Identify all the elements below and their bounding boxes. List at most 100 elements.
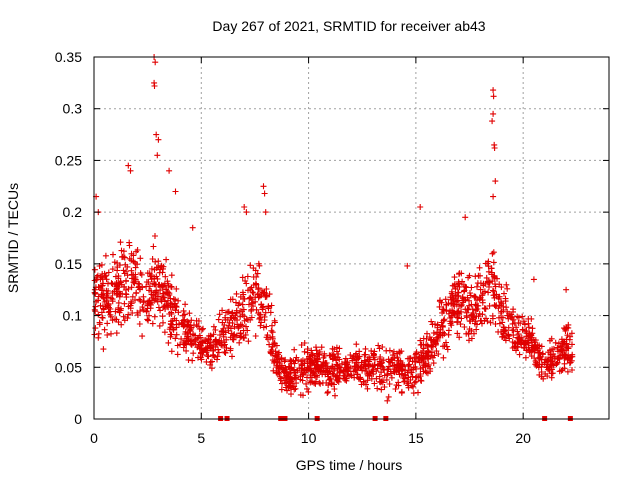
data-point <box>538 369 545 375</box>
data-point <box>519 326 526 333</box>
data-point <box>325 382 332 389</box>
data-point <box>429 354 436 361</box>
data-point <box>154 152 161 159</box>
data-point <box>548 358 555 365</box>
data-point <box>266 291 273 298</box>
data-point <box>269 322 275 329</box>
data-point <box>180 321 187 328</box>
data-point <box>159 282 165 289</box>
data-point <box>522 354 529 361</box>
data-point <box>115 319 122 326</box>
data-point <box>113 291 120 298</box>
data-point <box>335 351 342 357</box>
data-point <box>120 313 127 320</box>
data-point <box>492 321 499 327</box>
data-point <box>279 362 285 369</box>
data-point <box>118 281 125 288</box>
data-point <box>134 312 141 318</box>
data-point <box>160 319 166 326</box>
x-tick-label: 5 <box>197 430 205 446</box>
data-point <box>199 339 206 346</box>
data-point <box>378 386 385 393</box>
data-point <box>433 348 440 354</box>
data-point <box>337 368 343 375</box>
x-tick-label: 20 <box>515 430 531 446</box>
data-point <box>569 367 575 373</box>
data-point <box>267 309 274 316</box>
data-point <box>429 349 435 356</box>
data-point <box>111 288 118 295</box>
data-point <box>440 306 447 313</box>
data-point <box>240 295 247 302</box>
data-point <box>151 313 158 320</box>
data-point <box>563 286 570 293</box>
data-point <box>326 377 333 383</box>
data-point <box>171 302 178 308</box>
data-point <box>168 272 175 279</box>
data-point <box>92 325 99 332</box>
data-point <box>221 342 227 349</box>
data-point <box>219 319 226 326</box>
data-point <box>528 334 535 341</box>
data-point <box>149 320 156 327</box>
data-point <box>477 272 483 279</box>
data-point <box>298 369 305 376</box>
data-point <box>569 341 575 348</box>
data-point <box>466 297 472 304</box>
data-point <box>442 296 449 303</box>
data-point <box>457 321 464 328</box>
data-point <box>482 306 489 312</box>
data-point <box>511 340 518 347</box>
data-point <box>227 347 234 354</box>
data-point <box>166 167 173 174</box>
data-point <box>255 310 262 317</box>
data-point <box>517 340 524 346</box>
data-point <box>118 321 125 328</box>
data-point <box>439 309 446 316</box>
x-tick-label: 15 <box>408 430 424 446</box>
data-point <box>561 365 568 372</box>
data-point <box>555 354 562 361</box>
data-point <box>443 301 450 308</box>
data-point <box>285 373 292 380</box>
data-point <box>390 362 397 369</box>
data-point <box>174 351 181 358</box>
data-point <box>161 290 167 297</box>
data-point <box>482 260 489 267</box>
data-point <box>427 368 434 375</box>
data-point <box>409 358 416 365</box>
data-point <box>155 258 162 265</box>
data-point <box>450 309 457 316</box>
data-point <box>205 335 212 342</box>
data-point <box>434 324 441 331</box>
data-point <box>489 287 496 294</box>
data-point <box>514 328 521 335</box>
data-point <box>256 316 263 322</box>
data-point <box>214 356 220 363</box>
y-axis-label: SRMTID / TECUs <box>5 183 21 293</box>
data-point <box>381 384 388 390</box>
data-point <box>153 273 160 280</box>
data-point <box>438 299 445 306</box>
data-point <box>136 296 143 303</box>
data-point <box>199 351 206 358</box>
data-point <box>175 297 182 304</box>
data-point <box>266 341 273 348</box>
data-point <box>479 311 486 318</box>
data-point <box>461 288 467 295</box>
data-point <box>288 385 295 392</box>
data-point <box>565 344 572 350</box>
data-point <box>239 274 246 281</box>
data-point <box>398 366 405 372</box>
data-point <box>128 267 135 274</box>
data-point <box>231 323 238 330</box>
data-point <box>471 294 478 301</box>
data-point <box>304 385 310 392</box>
data-point <box>505 324 512 331</box>
data-point <box>188 317 195 324</box>
data-point <box>221 349 228 355</box>
data-point <box>222 329 229 336</box>
data-point <box>187 327 194 334</box>
axis-ticks: 0 5 10 15 20 0 0.05 0.1 0.15 0.2 0.25 0.3 0.35 <box>55 49 609 446</box>
data-point <box>281 374 287 381</box>
